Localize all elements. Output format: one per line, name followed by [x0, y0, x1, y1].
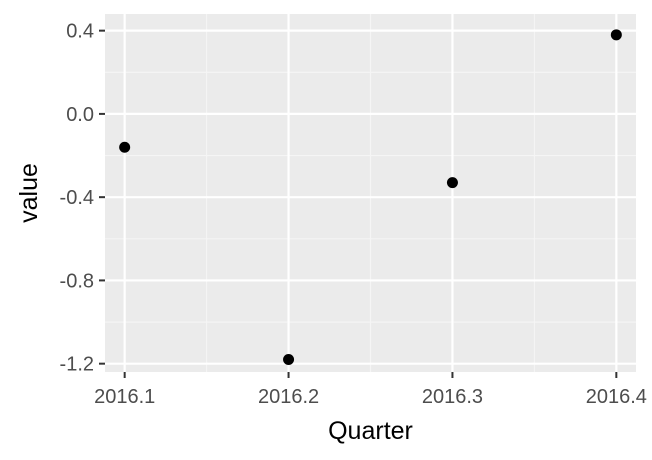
- major-gridlines: [105, 14, 636, 372]
- y-tick-label: 0.4: [66, 21, 94, 43]
- y-tick-label: -1.2: [60, 354, 94, 376]
- data-point: [610, 29, 622, 41]
- y-tick-label: -0.8: [60, 270, 94, 292]
- y-axis-title: value: [15, 163, 43, 223]
- y-tick-label: -0.4: [60, 187, 94, 209]
- data-point: [283, 354, 295, 366]
- x-tick-label: 2016.1: [94, 386, 155, 408]
- minor-gridlines: [105, 14, 636, 372]
- y-tick-label: 0.0: [66, 104, 94, 126]
- x-tick-label: 2016.2: [258, 386, 319, 408]
- data-points: [119, 29, 622, 366]
- y-axis: 0.4 0.0 -0.4 -0.8 -1.2: [60, 21, 105, 376]
- x-axis-title: Quarter: [328, 417, 413, 445]
- x-axis: 2016.1 2016.2 2016.3 2016.4: [94, 372, 647, 408]
- data-point: [446, 177, 458, 189]
- data-point: [119, 141, 131, 153]
- x-tick-label: 2016.4: [586, 386, 647, 408]
- x-tick-label: 2016.3: [422, 386, 483, 408]
